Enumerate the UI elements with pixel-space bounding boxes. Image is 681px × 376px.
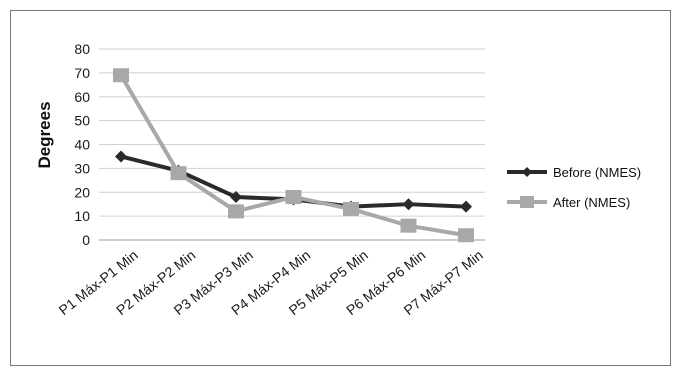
legend-marker bbox=[520, 196, 534, 208]
legend-item: After (NMES) bbox=[507, 195, 630, 210]
legend: Before (NMES) After (NMES) bbox=[507, 165, 641, 210]
line-chart: 0 10 20 30 40 50 60 70 80 Degrees P1 Máx-P1 MinP… bbox=[35, 41, 641, 319]
chart-frame: 0 10 20 30 40 50 60 70 80 Degrees P1 Máx-P1 Min P… bbox=[10, 10, 671, 366]
data-point bbox=[115, 150, 127, 163]
data-point bbox=[230, 191, 242, 204]
y-tick-label: 20 bbox=[74, 184, 90, 200]
y-tick-label: 80 bbox=[74, 41, 90, 57]
y-axis-label: Degrees bbox=[35, 101, 54, 168]
y-tick-labels: 0 10 20 30 40 50 60 70 80 bbox=[74, 41, 90, 248]
data-point bbox=[343, 201, 359, 216]
data-point bbox=[113, 68, 129, 83]
y-tick-label: 10 bbox=[74, 208, 90, 224]
series-after bbox=[113, 68, 474, 243]
gridlines bbox=[99, 48, 485, 241]
data-point bbox=[458, 228, 474, 243]
y-tick-label: 0 bbox=[82, 232, 90, 248]
legend-marker bbox=[522, 167, 532, 177]
data-point bbox=[400, 218, 417, 233]
legend-label: Before (NMES) bbox=[553, 165, 641, 180]
data-point bbox=[460, 200, 472, 213]
data-point bbox=[170, 166, 187, 181]
legend-label: After (NMES) bbox=[553, 195, 630, 210]
series-group bbox=[113, 68, 474, 243]
y-tick-label: 60 bbox=[74, 89, 90, 105]
data-point bbox=[285, 190, 302, 205]
legend-item: Before (NMES) bbox=[507, 165, 641, 180]
data-point bbox=[228, 204, 244, 219]
y-tick-label: 50 bbox=[74, 113, 90, 129]
y-tick-label: 70 bbox=[74, 65, 90, 81]
series-line bbox=[119, 74, 467, 238]
y-tick-label: 30 bbox=[74, 160, 90, 176]
y-tick-label: 40 bbox=[74, 137, 90, 153]
data-point bbox=[402, 198, 415, 211]
